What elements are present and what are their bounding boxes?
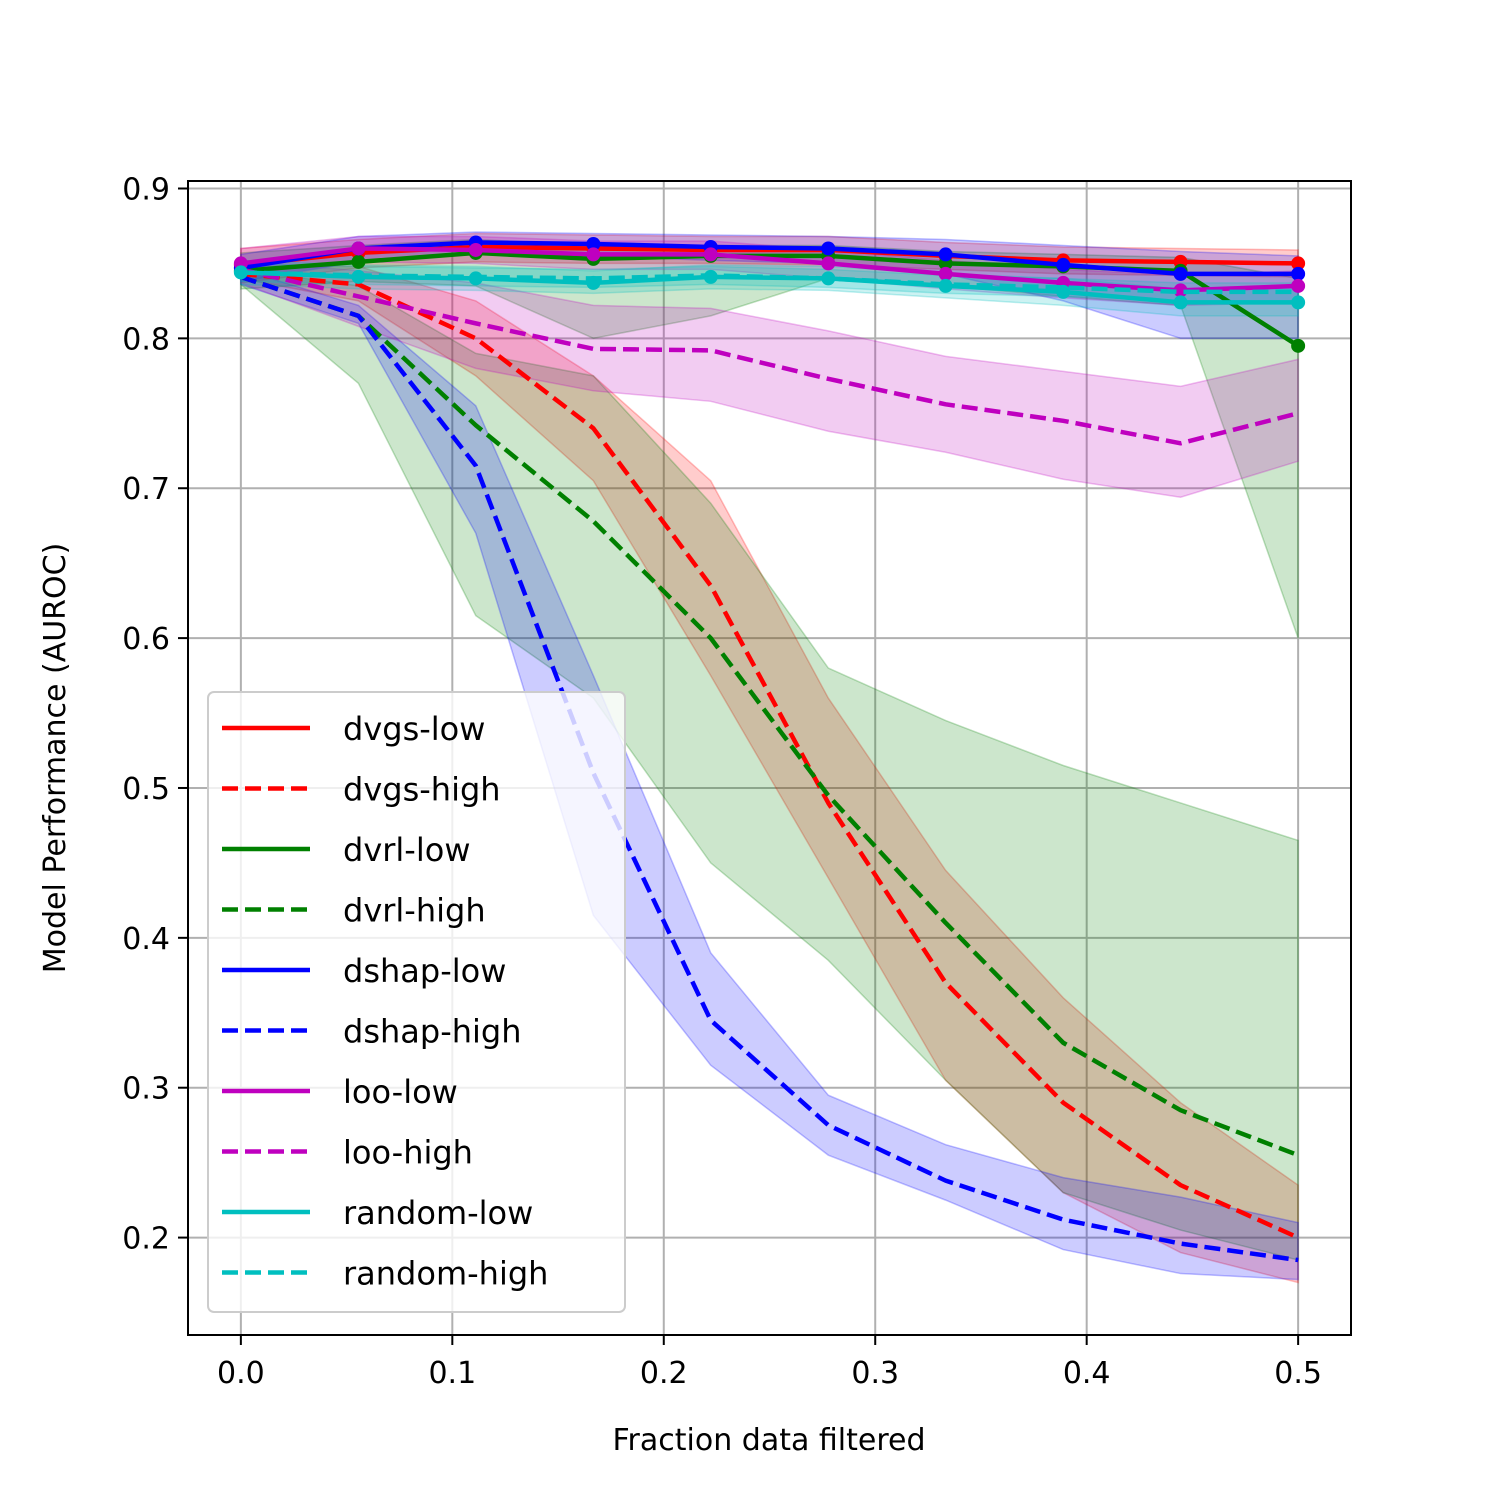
loo-low-point <box>351 241 366 256</box>
dvrl-low-legend-label: dvrl-low <box>343 831 470 869</box>
dshap-low-point <box>1291 266 1306 281</box>
random-high-line <box>240 270 1299 295</box>
y-tick-label: 0.7 <box>122 472 170 507</box>
x-tick-label: 0.3 <box>851 1356 899 1391</box>
random-low-point <box>1291 295 1306 310</box>
loo-low-point <box>586 247 601 262</box>
loo-low-point <box>821 256 836 271</box>
dshap-low-point <box>821 241 836 256</box>
axis-ticks: 0.0 0.1 0.2 0.3 0.4 0.5 0.2 0.3 0.4 0.5 0.6 0.7 0.8 0… <box>122 172 1322 1391</box>
random-low-legend-label: random-low <box>343 1194 533 1232</box>
y-tick-label: 0.4 <box>122 922 170 957</box>
loo-low-point <box>938 266 953 281</box>
series-lines <box>233 235 1306 1263</box>
x-tick-label: 0.2 <box>640 1356 688 1391</box>
y-tick-label: 0.8 <box>122 322 170 357</box>
loo-high-band <box>240 259 1299 498</box>
dvgs-high-line <box>240 271 1300 1240</box>
random-low-point <box>1173 295 1188 310</box>
x-tick-label: 0.1 <box>428 1356 476 1391</box>
dvrl-low-point <box>1291 338 1306 353</box>
dshap-high-legend-label: dshap-high <box>343 1013 522 1051</box>
dshap-high-line <box>240 274 1299 1263</box>
dshap-low-legend-label: dshap-low <box>343 952 506 990</box>
loo-low-legend-label: loo-low <box>343 1073 458 1111</box>
loo-low-line <box>240 246 1299 293</box>
legend: dvgs-low dvgs-high dvrl-low dvrl-high dshap-… <box>207 691 626 1313</box>
y-tick-label: 0.3 <box>122 1072 170 1107</box>
dshap-low-line <box>240 240 1299 277</box>
y-tick-label: 0.2 <box>122 1222 170 1257</box>
x-tick-label: 0.5 <box>1274 1356 1322 1391</box>
dshap-low-point <box>1173 266 1188 281</box>
dvgs-high-band <box>240 265 1299 1284</box>
dvrl-high-legend-label: dvrl-high <box>343 892 486 930</box>
dvgs-high-legend-label: dvgs-high <box>343 771 501 809</box>
y-axis-title: Model Performance (AUROC) <box>38 543 73 974</box>
plot-frame <box>187 180 1352 1336</box>
loo-high-legend-label: loo-high <box>343 1134 473 1172</box>
dshap-low-point <box>938 247 953 262</box>
loo-low-point <box>468 242 483 257</box>
dshap-high-band <box>240 268 1299 1281</box>
y-tick-label: 0.6 <box>122 622 170 657</box>
x-tick-label: 0.0 <box>217 1356 265 1391</box>
dshap-low-point <box>586 236 601 251</box>
dvrl-low-point <box>351 254 366 269</box>
dvrl-high-line <box>240 274 1299 1158</box>
random-high-legend-label: random-high <box>343 1255 548 1293</box>
loo-low-point <box>1291 278 1306 293</box>
dvgs-low-point <box>1291 256 1306 271</box>
x-axis-title: Fraction data filtered <box>612 1423 925 1458</box>
random-low-band <box>240 259 1299 317</box>
y-tick-label: 0.5 <box>122 772 170 807</box>
legend-box <box>207 691 626 1313</box>
y-tick-label: 0.9 <box>122 172 170 207</box>
dshap-low-point <box>1056 257 1071 272</box>
loo-high-line <box>240 267 1299 446</box>
x-tick-label: 0.4 <box>1063 1356 1111 1391</box>
loo-low-point <box>703 247 718 262</box>
dvgs-low-legend-label: dvgs-low <box>343 710 485 748</box>
